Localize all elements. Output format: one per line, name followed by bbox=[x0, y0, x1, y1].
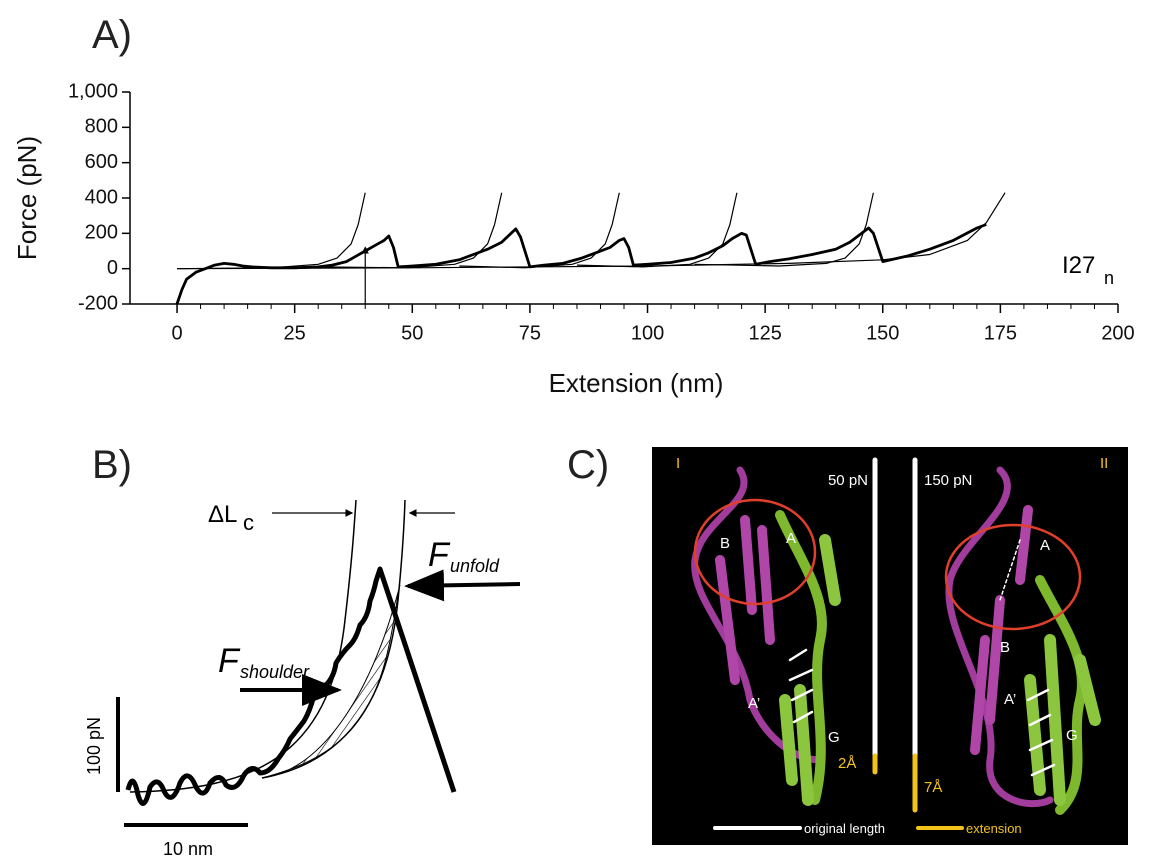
extension-value: 2Å bbox=[838, 755, 856, 772]
chart: -200 0 200 400 600 800 1,000 0 25 50 75 100 125 150 17… bbox=[68, 80, 1135, 344]
x-tick-label: 75 bbox=[519, 322, 541, 344]
x-tick-label: 125 bbox=[748, 322, 781, 344]
f-unfold-label: F bbox=[428, 536, 451, 574]
panel-b-drawing bbox=[116, 499, 521, 827]
strand-label: B bbox=[1000, 639, 1010, 656]
y-tick-label: 0 bbox=[107, 257, 118, 279]
fit-curve bbox=[576, 192, 738, 268]
extension-scale-label: 10 nm bbox=[163, 839, 213, 859]
fit-curve bbox=[459, 192, 620, 269]
panel-label: C) bbox=[567, 443, 609, 487]
x-tick-label: 175 bbox=[984, 322, 1017, 344]
state-label: I bbox=[676, 455, 680, 472]
force-label: 150 pN bbox=[924, 472, 972, 489]
panel-label: A) bbox=[92, 13, 132, 57]
x-axis-title: Extension (nm) bbox=[549, 368, 724, 398]
x-tick-label: 150 bbox=[866, 322, 899, 344]
fit-curve bbox=[176, 192, 1006, 270]
annotation: I27 bbox=[1062, 252, 1095, 279]
strand-label: G bbox=[828, 729, 840, 746]
y-tick-label: 800 bbox=[85, 116, 118, 138]
y-tick-label: -200 bbox=[78, 292, 118, 314]
f-shoulder-subscript: shoulder bbox=[240, 662, 310, 682]
delta-l-label: ΔL bbox=[208, 501, 237, 528]
strand-label: A’ bbox=[1004, 691, 1016, 708]
f-unfold-subscript: unfold bbox=[450, 556, 500, 576]
legend-label: original length bbox=[804, 821, 885, 836]
f-shoulder-label: F bbox=[218, 642, 241, 680]
y-tick-label: 400 bbox=[85, 186, 118, 208]
data-trace bbox=[175, 223, 987, 305]
state-label: II bbox=[1100, 455, 1108, 472]
strand-label: A bbox=[1040, 537, 1050, 554]
y-axis-title: Force (pN) bbox=[12, 136, 42, 260]
y-tick-label: 1,000 bbox=[68, 80, 118, 102]
delta-l-subscript: c bbox=[243, 510, 254, 535]
x-tick-label: 100 bbox=[631, 322, 664, 344]
legend-label: extension bbox=[966, 821, 1022, 836]
x-tick-label: 50 bbox=[401, 322, 423, 344]
annotation-subscript: n bbox=[1104, 268, 1114, 288]
strand-label: A bbox=[786, 530, 796, 547]
ribbon-structures bbox=[691, 457, 1101, 830]
y-tick-label: 200 bbox=[85, 222, 118, 244]
extension-value: 7Å bbox=[924, 779, 942, 796]
force-label: 50 pN bbox=[828, 472, 868, 489]
x-tick-label: 200 bbox=[1101, 322, 1134, 344]
fit-curve bbox=[318, 192, 503, 269]
force-scale-label: 100 pN bbox=[84, 717, 104, 775]
fit-curve bbox=[176, 192, 366, 270]
panel-label: B) bbox=[92, 443, 132, 487]
y-tick-label: 600 bbox=[85, 151, 118, 173]
x-tick-label: 25 bbox=[284, 322, 306, 344]
strand-label: B bbox=[720, 535, 730, 552]
x-tick-label: 0 bbox=[171, 322, 182, 344]
strand-label: G bbox=[1066, 727, 1078, 744]
fit-curve bbox=[694, 192, 874, 267]
strand-label: A’ bbox=[748, 695, 760, 712]
